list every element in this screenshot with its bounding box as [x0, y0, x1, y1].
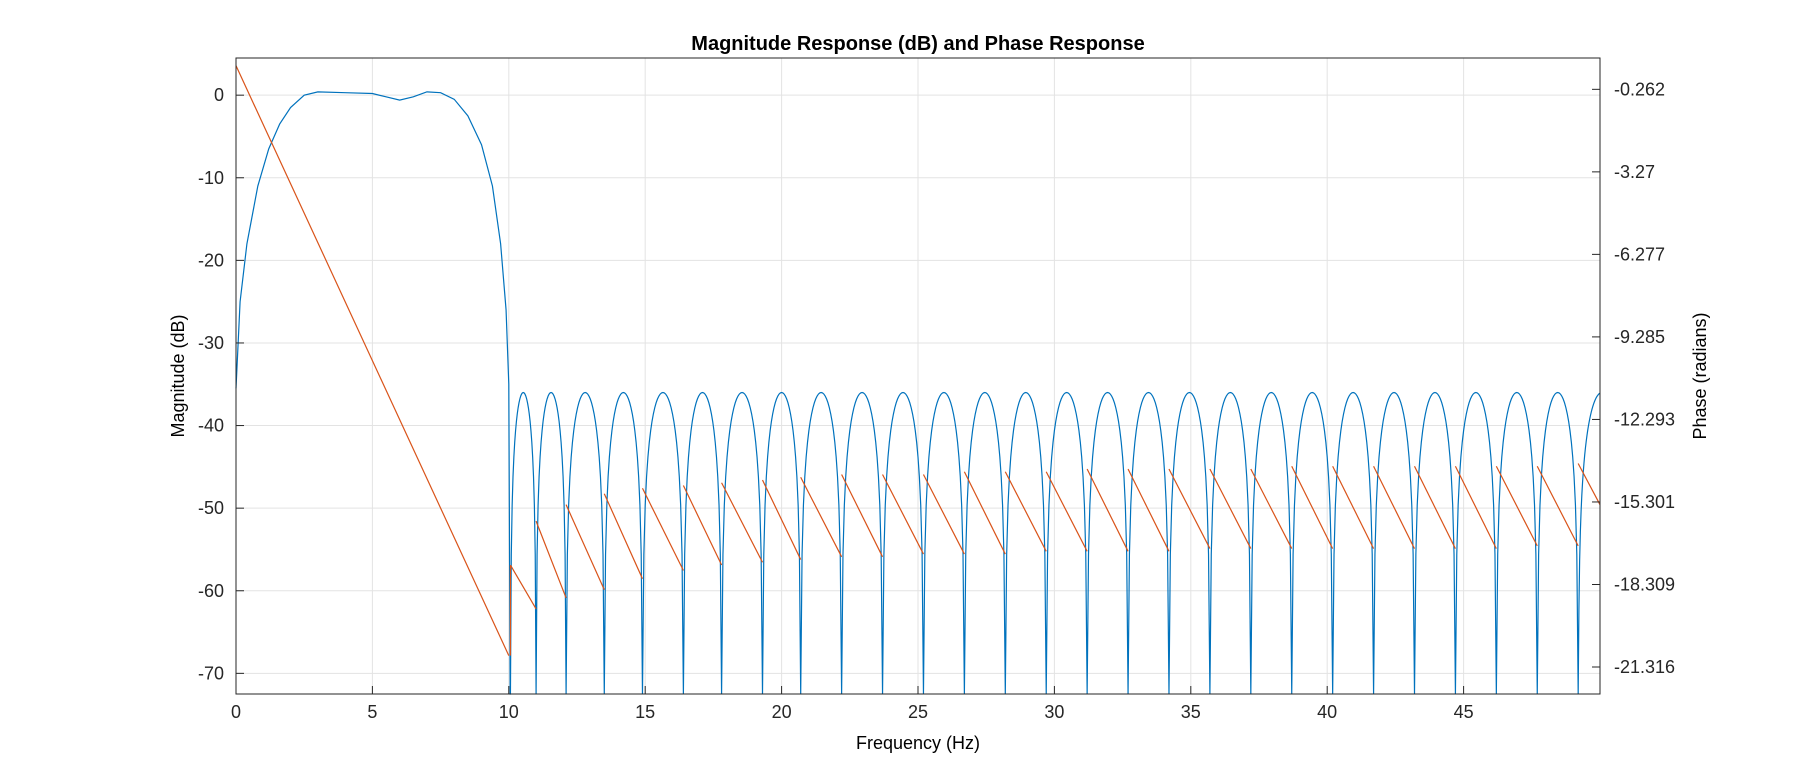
right-y-tick-label: -18.309	[1614, 574, 1675, 594]
left-y-axis-label: Magnitude (dB)	[168, 314, 188, 437]
x-tick-label: 25	[908, 702, 928, 722]
right-y-tick-label: -3.27	[1614, 162, 1655, 182]
phase-line-segment	[1454, 466, 1497, 549]
right-y-tick-label: -0.262	[1614, 79, 1665, 99]
x-tick-label: 10	[499, 702, 519, 722]
phase-line-segment	[1209, 468, 1252, 549]
left-y-tick-label: -70	[198, 663, 224, 683]
phase-line-segment	[509, 564, 537, 610]
phase-line-segment	[721, 482, 764, 563]
x-tick-label: 20	[772, 702, 792, 722]
right-y-axis-ticks: -0.262 -3.27 -6.277 -9.285 -12.293 -15.301 -18…	[1592, 79, 1675, 677]
right-y-tick-label: -6.277	[1614, 244, 1665, 264]
chart-title: Magnitude Response (dB) and Phase Respon…	[691, 33, 1144, 55]
phase-line-segment	[761, 479, 802, 560]
x-tick-label: 0	[231, 702, 241, 722]
phase-line-segment	[1045, 471, 1088, 552]
phase-line-segment	[1413, 466, 1456, 549]
phase-line-segment	[1577, 463, 1601, 505]
phase-line-segment	[1250, 468, 1293, 549]
left-y-tick-label: -20	[198, 250, 224, 270]
phase-line-segment	[1291, 466, 1334, 549]
phase-line-segment	[841, 474, 884, 558]
x-tick-label: 35	[1181, 702, 1201, 722]
right-y-axis-label: Phase (radians)	[1690, 312, 1710, 439]
x-tick-label: 40	[1317, 702, 1337, 722]
x-tick-label: 45	[1454, 702, 1474, 722]
phase-line-segment	[1004, 471, 1047, 552]
x-tick-label: 30	[1044, 702, 1064, 722]
left-y-tick-label: 0	[214, 85, 224, 105]
left-y-tick-label: -10	[198, 168, 224, 188]
left-y-tick-label: -60	[198, 581, 224, 601]
phase-line-segment	[1127, 468, 1170, 552]
phase-line-segment	[922, 474, 965, 555]
left-y-tick-label: -30	[198, 333, 224, 353]
right-y-tick-label: -12.293	[1614, 409, 1675, 429]
left-y-tick-label: -40	[198, 416, 224, 436]
phase-line-segment	[603, 493, 644, 580]
x-tick-label: 15	[635, 702, 655, 722]
phase-line-segment	[1168, 468, 1211, 549]
phase-line-segment	[1373, 466, 1416, 549]
phase-line-segment	[1086, 468, 1129, 552]
phase-line-segment	[641, 487, 684, 571]
phase-line-segment	[882, 474, 924, 555]
phase-line-segment	[800, 476, 843, 558]
phase-series	[235, 65, 1601, 656]
right-y-tick-label: -9.285	[1614, 327, 1665, 347]
phase-line-segment	[1536, 465, 1579, 547]
right-y-tick-label: -21.316	[1614, 657, 1675, 677]
phase-line-segment	[1495, 465, 1538, 547]
left-y-tick-label: -50	[198, 498, 224, 518]
x-axis-ticks: 0 5 10 15 20 25 30 35 40 45	[231, 686, 1474, 722]
phase-line-segment	[963, 471, 1006, 555]
x-tick-label: 5	[367, 702, 377, 722]
right-y-tick-label: -15.301	[1614, 492, 1675, 512]
phase-line-segment	[565, 504, 605, 590]
left-y-axis-ticks: 0 -10 -20 -30 -40 -50 -60 -70	[198, 85, 244, 683]
phase-line-segment	[1332, 466, 1375, 549]
phase-line-passband	[235, 65, 510, 656]
x-axis-label: Frequency (Hz)	[856, 733, 980, 753]
phase-line-segment	[682, 485, 723, 566]
phase-line-segment	[535, 520, 567, 599]
